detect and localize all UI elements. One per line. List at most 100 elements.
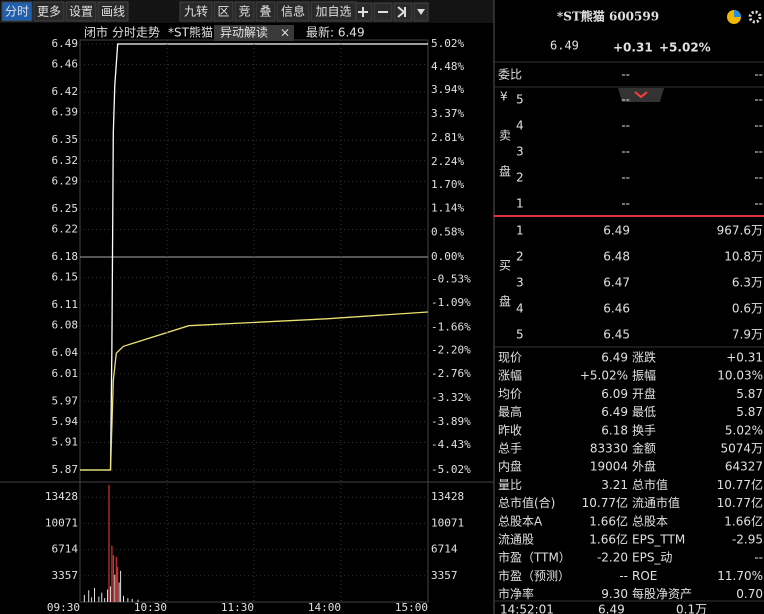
quote-price: 6.49 bbox=[550, 39, 579, 53]
percent-tick-label: 4.48% bbox=[431, 60, 464, 73]
percent-tick-label: -3.32% bbox=[431, 391, 471, 404]
percent-tick-label: -3.89% bbox=[431, 415, 471, 428]
stat-value: 5074万 bbox=[720, 442, 763, 456]
buy-level: 2 bbox=[516, 250, 524, 264]
stat-value: 10.03% bbox=[717, 369, 763, 383]
menu-icon bbox=[417, 9, 425, 15]
price-tick-label: 5.94 bbox=[52, 415, 79, 428]
price-tick-label: 6.18 bbox=[52, 250, 79, 263]
percent-tick-label: 3.94% bbox=[431, 83, 464, 96]
buy-level: 3 bbox=[516, 276, 524, 290]
stat-value: 5.02% bbox=[725, 423, 763, 437]
buy-volume: 0.6万 bbox=[732, 302, 763, 316]
sell-price: -- bbox=[621, 119, 630, 133]
price-tick-label: 6.29 bbox=[52, 174, 79, 187]
toolbar-icons bbox=[353, 2, 429, 22]
toolbar-button[interactable] bbox=[310, 1, 357, 22]
stat-label: 昨收 bbox=[498, 423, 522, 437]
quote-title: *ST熊猫 600599 bbox=[557, 9, 659, 24]
stat-label: 总股本A bbox=[498, 514, 543, 528]
sell-volume: -- bbox=[754, 197, 763, 211]
buy-price: 6.48 bbox=[603, 250, 630, 264]
toolbar-label: 更多 bbox=[37, 5, 61, 19]
buy-price: 6.46 bbox=[603, 302, 630, 316]
sell-label: 盘 bbox=[499, 164, 511, 179]
toolbar-button[interactable] bbox=[255, 1, 276, 22]
stat-value: 6.49 bbox=[601, 351, 628, 365]
sell-level: 5 bbox=[516, 93, 524, 107]
sell-level: 3 bbox=[516, 145, 524, 159]
price-line bbox=[80, 311, 429, 471]
price-tick-label: 6.25 bbox=[52, 202, 79, 215]
stat-label: 外盘 bbox=[632, 459, 656, 474]
percent-tick-label: 1.14% bbox=[431, 202, 464, 215]
buy-label: 买 bbox=[499, 259, 511, 273]
expand-tab[interactable] bbox=[618, 88, 664, 102]
volume-tick-label: 13428 bbox=[45, 490, 78, 503]
stat-label: 换手 bbox=[632, 423, 656, 437]
toolbar-button[interactable] bbox=[97, 1, 129, 22]
volume-bar bbox=[118, 582, 120, 602]
volume-bar bbox=[94, 587, 95, 602]
volume-bar bbox=[104, 598, 106, 602]
stat-value: 10.77亿 bbox=[717, 477, 763, 492]
price-tick-label: 6.49 bbox=[52, 37, 79, 50]
stat-label: 流通股 bbox=[498, 533, 534, 547]
quote-change: +0.31 bbox=[613, 41, 653, 55]
time-tick-label: 09:30 bbox=[47, 601, 80, 614]
toolbar-label: 信息 bbox=[281, 4, 305, 19]
volume-tick-label: 3357 bbox=[52, 569, 79, 582]
stat-value: 10.77亿 bbox=[717, 495, 763, 510]
percent-tick-label: 1.70% bbox=[431, 178, 464, 191]
toolbar-label: 九转 bbox=[184, 4, 208, 19]
toolbar-label: 画线 bbox=[101, 5, 125, 19]
price-tick-label: 6.32 bbox=[52, 154, 79, 167]
price-tick-label: 6.01 bbox=[52, 367, 79, 380]
percent-tick-label: 0.00% bbox=[431, 250, 464, 263]
stat-value: -2.20 bbox=[597, 551, 628, 565]
toolbar-button[interactable] bbox=[65, 1, 97, 22]
price-tick-label: 6.46 bbox=[52, 58, 79, 71]
volume-tick-label: 10071 bbox=[45, 516, 78, 529]
toolbar-button[interactable] bbox=[33, 1, 65, 22]
percent-tick-label: 0.58% bbox=[431, 225, 464, 238]
toolbar-button[interactable] bbox=[1, 1, 33, 22]
volume-bar bbox=[111, 545, 113, 602]
volume-tick-label: 3357 bbox=[431, 569, 458, 582]
toolbar-button[interactable] bbox=[213, 1, 234, 22]
stat-label: 涨幅 bbox=[498, 368, 522, 383]
sell-volume: -- bbox=[754, 145, 763, 159]
toolbar-button[interactable] bbox=[276, 1, 310, 22]
stat-value: 6.18 bbox=[601, 423, 628, 437]
settings-icon[interactable] bbox=[748, 10, 762, 24]
chart-header-button: 异动解读 bbox=[220, 26, 268, 40]
price-tick-label: 6.08 bbox=[52, 319, 79, 332]
volume-bar bbox=[123, 595, 124, 602]
stat-label: 总手 bbox=[498, 442, 522, 456]
volume-bar bbox=[131, 598, 133, 602]
trade-volume: 0.1万 bbox=[676, 603, 707, 614]
stat-value: 10.77亿 bbox=[582, 495, 628, 510]
volume-bar bbox=[88, 590, 90, 602]
stat-label: EPS_动 bbox=[632, 551, 672, 565]
buy-label: 盘 bbox=[499, 294, 511, 309]
stat-value: -- bbox=[619, 569, 628, 583]
stat-value: 6.09 bbox=[601, 387, 628, 401]
close-icon: × bbox=[280, 26, 290, 40]
volume-tick-label: 6714 bbox=[52, 543, 79, 556]
stat-label: 市盈（TTM） bbox=[498, 550, 571, 565]
stat-value: 1.66亿 bbox=[589, 532, 628, 547]
stat-label: 金额 bbox=[632, 441, 656, 456]
percent-tick-label: 2.81% bbox=[431, 131, 464, 144]
toolbar-button[interactable] bbox=[179, 1, 213, 22]
stat-label: 总市值(合) bbox=[498, 495, 555, 510]
sell-price: -- bbox=[621, 93, 630, 107]
toolbar-label: 加自选 bbox=[315, 5, 351, 19]
stat-label: 开盘 bbox=[632, 386, 656, 401]
toolbar-button[interactable] bbox=[234, 1, 255, 22]
percent-tick-label: -0.53% bbox=[431, 272, 471, 285]
stat-label: 总市值 bbox=[632, 477, 668, 492]
insight-button[interactable] bbox=[214, 25, 294, 41]
stat-label: 市净率 bbox=[498, 586, 534, 601]
buy-volume: 6.3万 bbox=[732, 276, 763, 290]
